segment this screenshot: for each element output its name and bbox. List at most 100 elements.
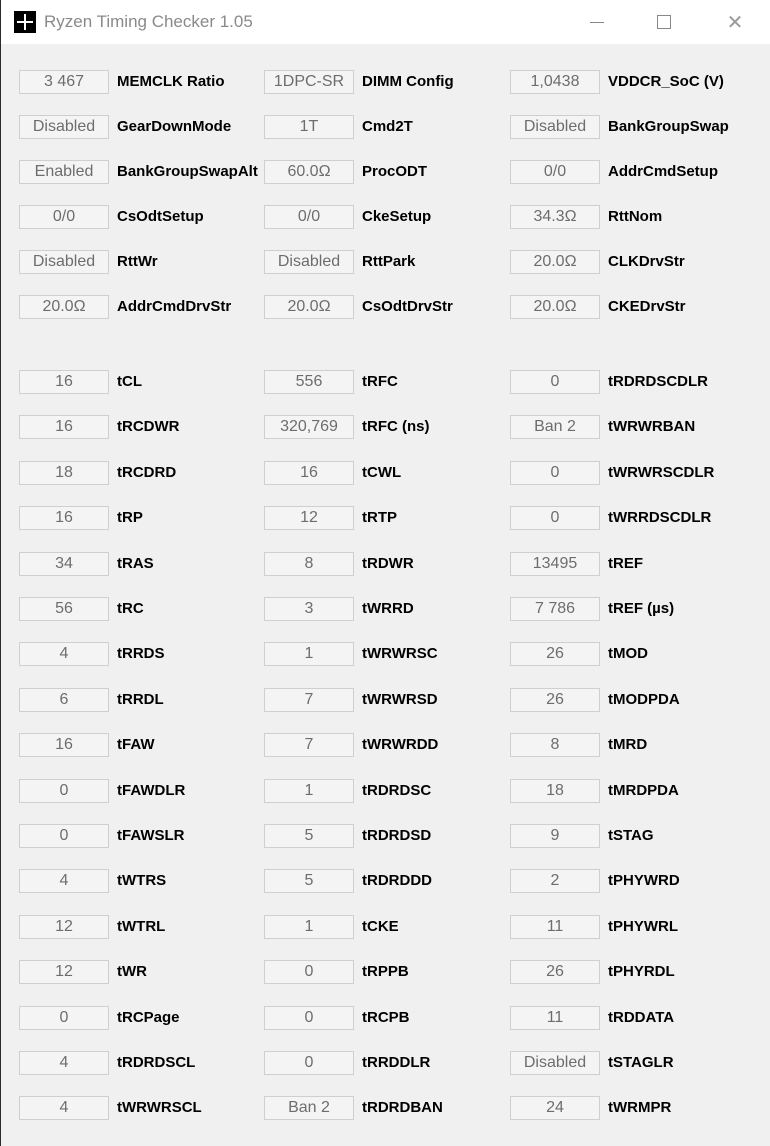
value-textbox[interactable]: Enabled	[19, 160, 109, 184]
value-textbox[interactable]: 1	[264, 915, 354, 939]
value-textbox[interactable]: 0/0	[264, 205, 354, 229]
value-textbox[interactable]: 320,769	[264, 415, 354, 439]
field-label: MEMCLK Ratio	[117, 73, 225, 90]
value-textbox[interactable]: 0	[264, 1006, 354, 1030]
value-textbox[interactable]: 20.0Ω	[510, 295, 600, 319]
value-textbox[interactable]: 0/0	[510, 160, 600, 184]
value-textbox[interactable]: 24	[510, 1096, 600, 1120]
field-label: tCWL	[362, 464, 402, 481]
value-textbox[interactable]: Disabled	[19, 250, 109, 274]
field-label: tRC	[117, 600, 144, 617]
value-textbox[interactable]: 56	[19, 597, 109, 621]
value-textbox[interactable]: 0/0	[19, 205, 109, 229]
value-textbox[interactable]: 4	[19, 869, 109, 893]
value-textbox[interactable]: 1T	[264, 115, 354, 139]
field-label: tRCDRD	[117, 464, 177, 481]
value-textbox[interactable]: 26	[510, 688, 600, 712]
value-textbox[interactable]: 12	[264, 506, 354, 530]
field-label: tCKE	[362, 918, 399, 935]
value-textbox[interactable]: 0	[19, 779, 109, 803]
field-label: tWRRDSCDLR	[608, 509, 712, 526]
value-textbox[interactable]: 1DPC-SR	[264, 70, 354, 94]
value-textbox[interactable]: 18	[510, 779, 600, 803]
close-button[interactable]: ✕	[715, 8, 755, 36]
value-textbox[interactable]: 7 786	[510, 597, 600, 621]
field-label: CsOdtDrvStr	[362, 298, 453, 315]
value-textbox[interactable]: 60.0Ω	[264, 160, 354, 184]
field-label: tWRWRBAN	[608, 418, 696, 435]
value-textbox[interactable]: 7	[264, 688, 354, 712]
value-textbox[interactable]: 16	[19, 506, 109, 530]
field-label: tRRDS	[117, 645, 165, 662]
value-textbox[interactable]: Disabled	[510, 115, 600, 139]
field-label: tPHYWRD	[608, 872, 680, 889]
field-label: tFAWSLR	[117, 827, 185, 844]
field-label: GearDownMode	[117, 118, 232, 135]
value-textbox[interactable]: 20.0Ω	[19, 295, 109, 319]
value-textbox[interactable]: 2	[510, 869, 600, 893]
value-textbox[interactable]: 0	[19, 1006, 109, 1030]
value-textbox[interactable]: Disabled	[19, 115, 109, 139]
value-textbox[interactable]: 16	[19, 733, 109, 757]
field-label: tWRWRSCDLR	[608, 464, 715, 481]
field-label: tRDRDDD	[362, 872, 432, 889]
value-textbox[interactable]: 1	[264, 642, 354, 666]
field-label: tRDRDSCDLR	[608, 373, 708, 390]
value-textbox[interactable]: 7	[264, 733, 354, 757]
value-textbox[interactable]: 34.3Ω	[510, 205, 600, 229]
field-label: tRP	[117, 509, 143, 526]
value-textbox[interactable]: Ban 2	[510, 415, 600, 439]
value-textbox[interactable]: 1,0438	[510, 70, 600, 94]
value-textbox[interactable]: 6	[19, 688, 109, 712]
value-textbox[interactable]: 5	[264, 869, 354, 893]
field-label: ProcODT	[362, 163, 428, 180]
value-textbox[interactable]: 16	[264, 461, 354, 485]
value-textbox[interactable]: 3 467	[19, 70, 109, 94]
value-textbox[interactable]: 8	[264, 552, 354, 576]
minimize-button[interactable]	[577, 8, 617, 36]
value-textbox[interactable]: Ban 2	[264, 1096, 354, 1120]
value-textbox[interactable]: 1	[264, 779, 354, 803]
value-textbox[interactable]: 0	[510, 461, 600, 485]
value-textbox[interactable]: 8	[510, 733, 600, 757]
value-textbox[interactable]: 16	[19, 415, 109, 439]
value-textbox[interactable]: 12	[19, 915, 109, 939]
field-label: tCL	[117, 373, 142, 390]
field-label: tWRMPR	[608, 1099, 672, 1116]
value-textbox[interactable]: 9	[510, 824, 600, 848]
value-textbox[interactable]: 3	[264, 597, 354, 621]
value-textbox[interactable]: 4	[19, 642, 109, 666]
value-textbox[interactable]: 34	[19, 552, 109, 576]
value-textbox[interactable]: 5	[264, 824, 354, 848]
value-textbox[interactable]: 20.0Ω	[510, 250, 600, 274]
value-textbox[interactable]: 11	[510, 1006, 600, 1030]
value-textbox[interactable]: 18	[19, 461, 109, 485]
value-textbox[interactable]: 0	[264, 960, 354, 984]
field-label: DIMM Config	[362, 73, 454, 90]
value-textbox[interactable]: 16	[19, 370, 109, 394]
value-textbox[interactable]: 556	[264, 370, 354, 394]
field-label: tRRDDLR	[362, 1054, 431, 1071]
field-label: tRCPage	[117, 1009, 180, 1026]
value-textbox[interactable]: Disabled	[510, 1051, 600, 1075]
field-label: CsOdtSetup	[117, 208, 204, 225]
value-textbox[interactable]: 13495	[510, 552, 600, 576]
value-textbox[interactable]: 4	[19, 1051, 109, 1075]
value-textbox[interactable]: 0	[19, 824, 109, 848]
title-bar[interactable]: Ryzen Timing Checker 1.05 ✕	[1, 0, 770, 44]
field-label: tRRDL	[117, 691, 164, 708]
field-label: tWTRL	[117, 918, 166, 935]
value-textbox[interactable]: 26	[510, 642, 600, 666]
value-textbox[interactable]: 12	[19, 960, 109, 984]
value-textbox[interactable]: 4	[19, 1096, 109, 1120]
value-textbox[interactable]: 20.0Ω	[264, 295, 354, 319]
value-textbox[interactable]: 26	[510, 960, 600, 984]
field-label: CKEDrvStr	[608, 298, 686, 315]
value-textbox[interactable]: Disabled	[264, 250, 354, 274]
maximize-button[interactable]	[644, 8, 684, 36]
value-textbox[interactable]: 11	[510, 915, 600, 939]
value-textbox[interactable]: 0	[510, 506, 600, 530]
value-textbox[interactable]: 0	[510, 370, 600, 394]
field-label: tMRD	[608, 736, 648, 753]
value-textbox[interactable]: 0	[264, 1051, 354, 1075]
